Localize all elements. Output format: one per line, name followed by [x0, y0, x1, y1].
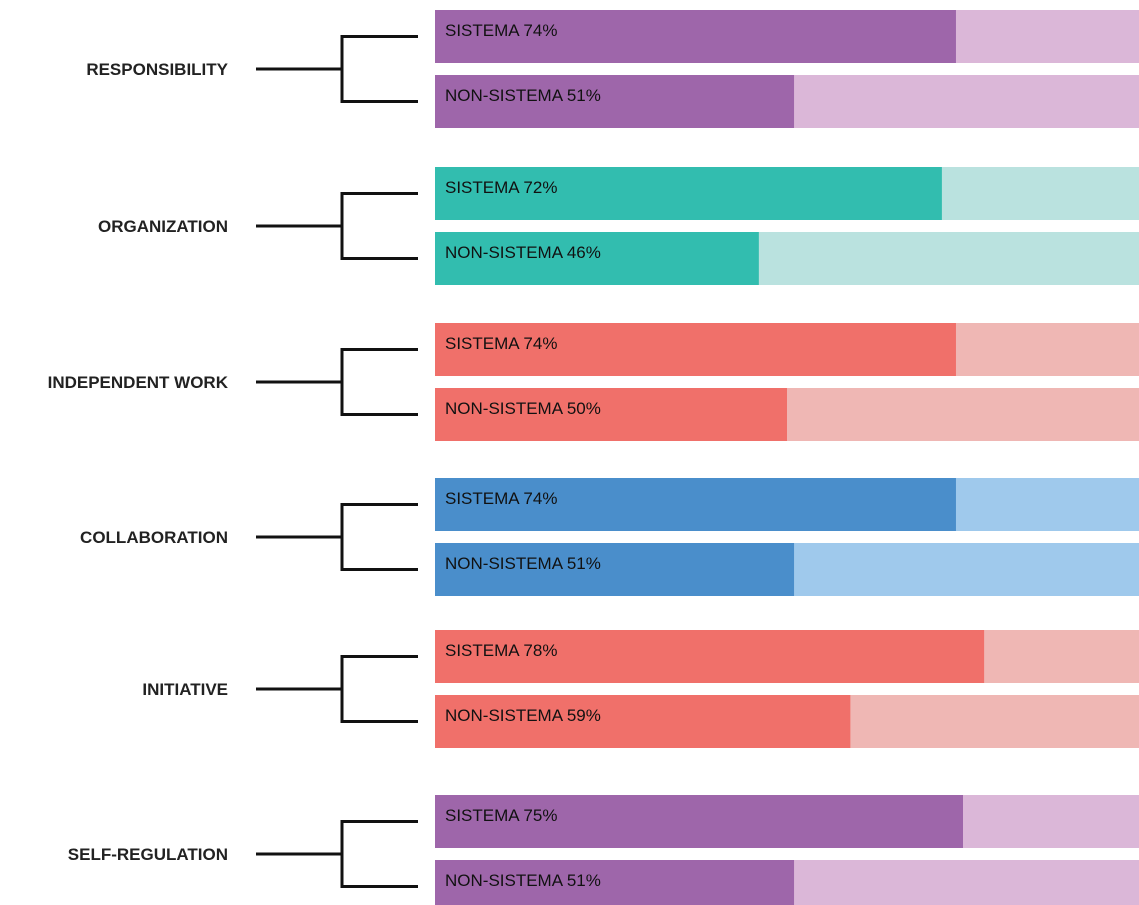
bracket-arms: [340, 655, 418, 723]
bracket-arms: [340, 503, 418, 571]
bracket-arms: [340, 820, 418, 888]
bar-data-label: SISTEMA 74%: [445, 489, 557, 508]
bracket-arms: [340, 348, 418, 416]
category-label: RESPONSIBILITY: [86, 60, 228, 79]
bar: [435, 75, 795, 128]
category-group: SELF-REGULATION SISTEMA 75% NON-SISTEMA 51…: [68, 795, 1139, 905]
category-label: INITIATIVE: [142, 680, 228, 699]
bar: [435, 388, 787, 441]
category-label: ORGANIZATION: [98, 217, 228, 236]
category-group: INDEPENDENT WORK SISTEMA 74% NON-SISTEMA 5…: [48, 323, 1139, 441]
bar: [435, 232, 759, 285]
bar-data-label: SISTEMA 72%: [445, 178, 557, 197]
bar-data-label: NON-SISTEMA 46%: [445, 243, 601, 262]
bar-data-label: NON-SISTEMA 51%: [445, 871, 601, 890]
bar: [435, 478, 956, 531]
bar: [435, 10, 956, 63]
category-group: ORGANIZATION SISTEMA 72% NON-SISTEMA 46%: [98, 167, 1139, 285]
bar: [435, 323, 956, 376]
bracket-arms: [340, 192, 418, 260]
category-label: SELF-REGULATION: [68, 845, 228, 864]
category-group: RESPONSIBILITY SISTEMA 74% NON-SISTEMA 51%: [86, 10, 1139, 128]
bar-data-label: NON-SISTEMA 51%: [445, 86, 601, 105]
bar-data-label: SISTEMA 74%: [445, 21, 557, 40]
bar-data-label: SISTEMA 78%: [445, 641, 557, 660]
bar-data-label: NON-SISTEMA 51%: [445, 554, 601, 573]
category-group: COLLABORATION SISTEMA 74% NON-SISTEMA 51%: [80, 478, 1139, 596]
bar: [435, 860, 795, 905]
bar-data-label: NON-SISTEMA 50%: [445, 399, 601, 418]
category-group: INITIATIVE SISTEMA 78% NON-SISTEMA 59%: [142, 630, 1139, 748]
category-label: COLLABORATION: [80, 528, 228, 547]
bar: [435, 167, 942, 220]
bar: [435, 795, 963, 848]
bar: [435, 543, 795, 596]
bar-data-label: SISTEMA 74%: [445, 334, 557, 353]
category-label: INDEPENDENT WORK: [48, 373, 229, 392]
bar: [435, 695, 851, 748]
bar-data-label: SISTEMA 75%: [445, 806, 557, 825]
bar: [435, 630, 985, 683]
bracket-arms: [340, 35, 418, 103]
bar-data-label: NON-SISTEMA 59%: [445, 706, 601, 725]
